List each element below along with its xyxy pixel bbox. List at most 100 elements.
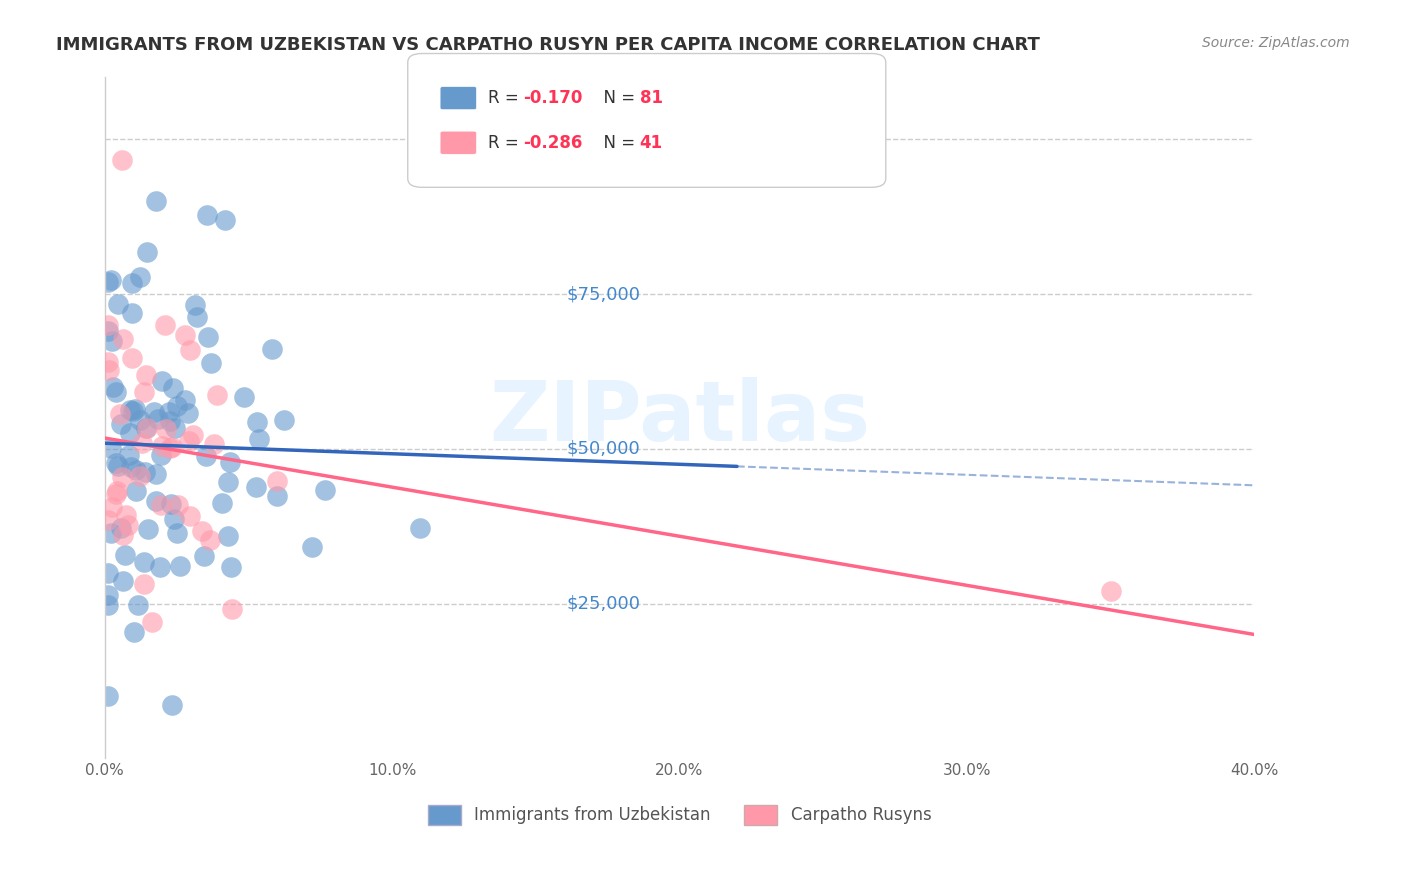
Point xyxy=(249,432,271,446)
Point xyxy=(211,496,233,510)
Point xyxy=(184,298,207,312)
Point xyxy=(221,559,243,574)
Point xyxy=(132,577,155,591)
Text: 41: 41 xyxy=(640,134,662,152)
Point xyxy=(153,318,176,332)
Point xyxy=(135,421,157,435)
Point xyxy=(138,522,160,536)
Text: $25,000: $25,000 xyxy=(567,595,641,613)
Point xyxy=(145,194,167,209)
Point xyxy=(217,475,239,489)
Point xyxy=(121,306,143,320)
Point xyxy=(122,625,145,640)
Point xyxy=(134,384,156,399)
Point xyxy=(169,559,191,574)
Point xyxy=(100,525,122,540)
Point xyxy=(314,483,336,498)
Point xyxy=(120,403,142,417)
Point xyxy=(121,277,143,291)
Point xyxy=(132,555,155,569)
Point xyxy=(120,460,142,475)
Point xyxy=(195,208,218,222)
Point xyxy=(111,470,134,484)
Point xyxy=(135,368,157,382)
Point xyxy=(149,449,172,463)
Point xyxy=(127,598,149,612)
Point xyxy=(117,518,139,533)
Point xyxy=(409,521,432,535)
Point xyxy=(141,615,163,629)
Point xyxy=(246,415,269,429)
Point xyxy=(219,455,242,469)
Point xyxy=(96,513,118,527)
Point xyxy=(124,402,146,417)
Point xyxy=(114,548,136,562)
Text: R =: R = xyxy=(488,134,524,152)
Point xyxy=(105,487,128,501)
Point xyxy=(1099,584,1122,599)
Point xyxy=(105,484,128,499)
Point xyxy=(135,421,157,435)
Point xyxy=(217,528,239,542)
Point xyxy=(145,467,167,481)
Point xyxy=(105,384,128,399)
Point xyxy=(159,497,181,511)
Point xyxy=(181,428,204,442)
Point xyxy=(193,549,215,563)
Point xyxy=(110,417,132,431)
Point xyxy=(166,525,188,540)
Point xyxy=(131,435,153,450)
Point xyxy=(129,413,152,427)
Point xyxy=(160,698,183,712)
Point xyxy=(100,441,122,455)
Point xyxy=(110,408,132,422)
Point xyxy=(129,469,152,483)
Point xyxy=(198,533,221,548)
Point xyxy=(245,480,267,494)
Point xyxy=(115,508,138,522)
Point xyxy=(301,540,323,554)
Point xyxy=(110,153,132,168)
Point xyxy=(100,334,122,348)
Text: -0.170: -0.170 xyxy=(523,89,582,107)
Point xyxy=(266,489,288,503)
Point xyxy=(97,363,120,377)
Point xyxy=(202,437,225,451)
Point xyxy=(150,375,173,389)
Point xyxy=(179,509,201,524)
Point xyxy=(177,406,200,420)
Text: Source: ZipAtlas.com: Source: ZipAtlas.com xyxy=(1202,36,1350,50)
Point xyxy=(121,351,143,366)
Point xyxy=(97,324,120,338)
Point xyxy=(159,414,181,428)
Point xyxy=(200,356,222,370)
Point xyxy=(111,527,134,541)
Point xyxy=(122,404,145,418)
Text: N =: N = xyxy=(593,89,641,107)
Point xyxy=(150,498,173,512)
Point xyxy=(155,422,177,436)
Point xyxy=(97,566,120,581)
Point xyxy=(166,498,188,512)
Text: 81: 81 xyxy=(640,89,662,107)
Point xyxy=(157,405,180,419)
Point xyxy=(197,330,219,344)
Point xyxy=(107,459,129,474)
Point xyxy=(162,380,184,394)
Point xyxy=(125,463,148,477)
Point xyxy=(145,494,167,508)
Text: $100,000: $100,000 xyxy=(567,130,652,148)
Text: $50,000: $50,000 xyxy=(567,440,641,458)
Point xyxy=(96,588,118,602)
Point xyxy=(100,273,122,287)
Point xyxy=(186,310,208,324)
Point xyxy=(194,449,217,463)
Point xyxy=(214,213,236,227)
Text: IMMIGRANTS FROM UZBEKISTAN VS CARPATHO RUSYN PER CAPITA INCOME CORRELATION CHART: IMMIGRANTS FROM UZBEKISTAN VS CARPATHO R… xyxy=(56,36,1040,54)
Point xyxy=(104,456,127,470)
Point xyxy=(101,500,124,514)
Point xyxy=(273,413,295,427)
Point xyxy=(179,434,201,448)
Point xyxy=(149,559,172,574)
Point xyxy=(135,244,157,259)
